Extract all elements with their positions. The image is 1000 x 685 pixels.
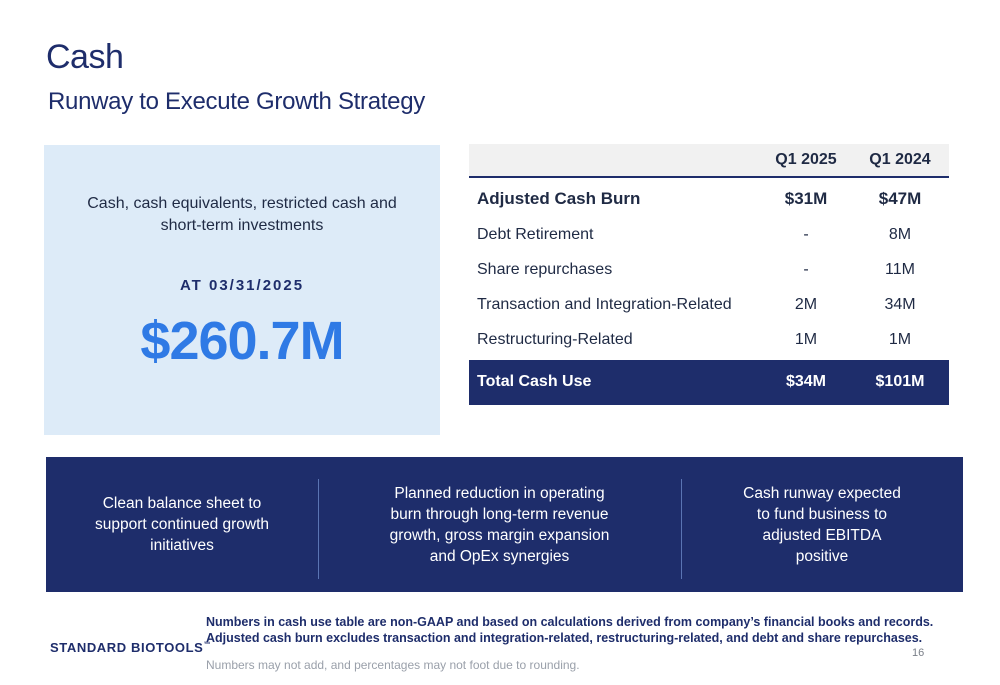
cash-summary-panel: Cash, cash equivalents, restricted cash … [44,145,440,435]
cash-amount: $260.7M [140,311,344,371]
table-row: Transaction and Integration-Related 2M 3… [469,288,949,323]
total-label: Total Cash Use [477,373,592,390]
highlight-line: positive [795,547,849,565]
cell-q1-2024: 8M [888,226,912,243]
cash-description: Cash, cash equivalents, restricted cash … [44,193,440,237]
footnote-non-gaap: Numbers in cash use table are non-GAAP a… [206,614,933,646]
row-label: Adjusted Cash Burn [477,189,641,208]
footnote-rounding: Numbers may not add, and percentages may… [206,658,580,672]
table-header: Q1 2025 Q1 2024 [469,144,949,178]
cell-q1-2025: - [803,261,809,278]
highlight-line: Cash runway expected [743,484,901,502]
company-logo: STANDARD BIOTOOLS™ [50,640,211,655]
cash-use-table: Q1 2025 Q1 2024 Adjusted Cash Burn $31M … [469,144,949,405]
cell-q1-2025: 1M [794,331,818,348]
cell-q1-2024: 1M [888,331,912,348]
banner-divider [318,479,319,579]
footnote-line: Adjusted cash burn excludes transaction … [206,631,923,645]
cell-q1-2025: 2M [794,296,818,313]
cell-q1-2024: 11M [885,261,915,278]
trademark-symbol: ™ [203,641,212,649]
banner-divider [681,479,682,579]
row-label: Restructuring-Related [477,331,633,348]
logo-text: STANDARD BIOTOOLS [50,640,204,655]
highlights-banner: Clean balance sheet to support continued… [46,457,963,592]
highlight-line: burn through long-term revenue [390,505,609,523]
highlight-burn-reduction: Planned reduction in operating burn thro… [318,457,681,592]
table-row: Restructuring-Related 1M 1M [469,323,949,358]
cell-q1-2024: 34M [884,296,916,313]
highlight-line: growth, gross margin expansion [389,526,610,544]
cash-description-line: short-term investments [160,217,324,234]
highlight-line: to fund business to [756,505,888,523]
highlight-line: initiatives [150,537,214,554]
column-header: Q1 2025 [775,151,837,168]
page-title: Cash [46,38,124,76]
cell-q1-2025: - [803,226,809,243]
page-subtitle: Runway to Execute Growth Strategy [48,88,425,115]
highlight-line: support continued growth [94,516,270,533]
highlight-line: Planned reduction in operating [394,484,605,502]
cash-date-label: AT 03/31/2025 [179,277,305,294]
row-label: Share repurchases [477,261,613,278]
highlight-cash-runway: Cash runway expected to fund business to… [681,457,963,592]
highlight-line: Clean balance sheet to [102,495,262,512]
footnote-line: Numbers in cash use table are non-GAAP a… [206,615,934,629]
page-number: 16 [912,647,925,659]
column-header: Q1 2024 [869,151,931,168]
cell-q1-2025: $31M [784,189,828,208]
row-label: Debt Retirement [477,226,594,243]
total-q1-2024: $101M [875,373,925,390]
total-q1-2025: $34M [785,373,827,390]
highlight-line: and OpEx synergies [429,547,570,565]
table-row: Debt Retirement - 8M [469,218,949,253]
cell-q1-2024: $47M [878,189,922,208]
highlight-balance-sheet: Clean balance sheet to support continued… [46,457,318,592]
table-row: Share repurchases - 11M [469,253,949,288]
cash-description-line: Cash, cash equivalents, restricted cash … [87,195,397,212]
row-label: Transaction and Integration-Related [477,296,732,313]
highlight-line: adjusted EBITDA [762,526,882,544]
table-row: Adjusted Cash Burn $31M $47M [469,178,949,218]
table-total-row: Total Cash Use $34M $101M [469,360,949,405]
